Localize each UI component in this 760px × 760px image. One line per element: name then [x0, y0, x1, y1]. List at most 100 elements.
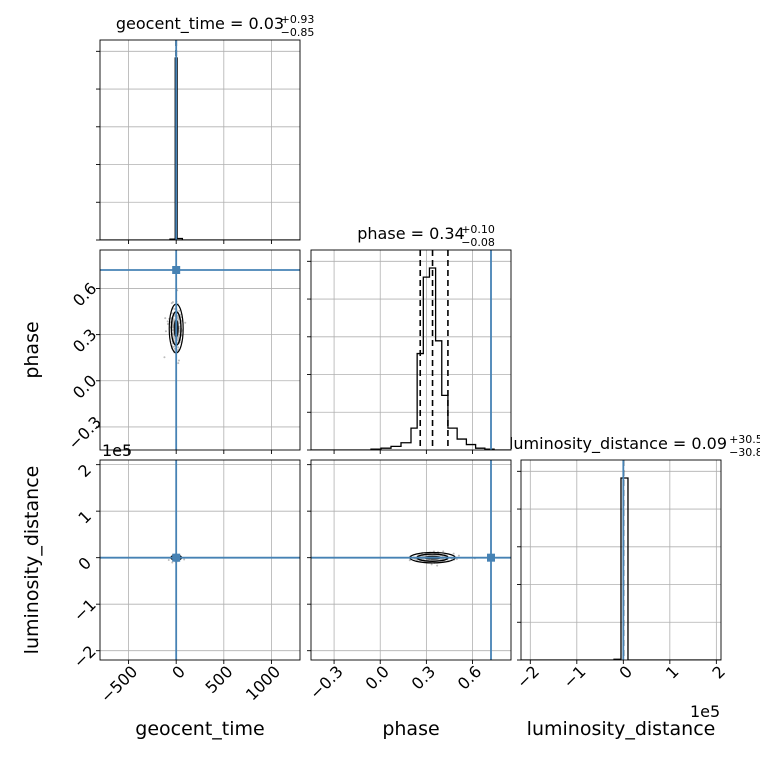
x-ticks	[333, 450, 473, 454]
panel-content	[100, 40, 300, 240]
panel-luminosity_distance-luminosity_distance: luminosity_distance = 0.09+30.58−30.87 −2…	[509, 433, 760, 692]
scatter-point	[177, 362, 180, 365]
title-main: luminosity_distance = 0.09	[509, 434, 727, 454]
y-tick-label: 0.3	[69, 325, 100, 356]
y-ticks	[307, 260, 311, 451]
panel-frame	[310, 249, 512, 451]
histogram-luminosity_distance	[521, 477, 721, 660]
x-tick-label: 0	[615, 662, 636, 683]
title-plus: +30.58	[729, 433, 760, 446]
x-tick-label: −1	[559, 662, 589, 692]
y-tick-label: 2	[74, 460, 95, 481]
scatter-point	[436, 564, 439, 567]
scatter-point	[178, 309, 181, 312]
truth-marker	[172, 266, 181, 274]
panel-luminosity_distance-geocent_time: −500 0 500 1000 −2 −1 0 1 2	[70, 459, 301, 706]
title-minus: −0.85	[281, 26, 315, 39]
panel-content	[100, 460, 300, 660]
x-axis-label-geocent_time: geocent_time	[135, 718, 264, 740]
x-tick-label: 0.6	[454, 662, 485, 693]
panel-frame	[99, 459, 301, 661]
title-plus: +0.93	[281, 13, 315, 26]
panel-frame	[520, 459, 722, 661]
title-plus: +0.10	[461, 223, 495, 236]
y-tick-label: −1	[70, 595, 100, 625]
panels: geocent_time = 0.03+0.93−0.85 −0.3 0.0 0.3 0…	[21, 13, 760, 740]
y-offset-label: 1e5	[102, 441, 132, 460]
title-minus: −30.87	[729, 446, 760, 459]
y-tick-label: −2	[70, 642, 100, 672]
scatter-point	[170, 302, 173, 305]
title-phase: phase = 0.34	[357, 224, 464, 243]
title-luminosity_distance: luminosity_distance = 0.09	[509, 434, 727, 454]
panel-phase-geocent_time: −0.3 0.0 0.3 0.6	[64, 249, 301, 454]
x-axis-label-luminosity_distance: luminosity_distance	[527, 718, 716, 740]
gridlines	[100, 250, 300, 450]
y-ticks: −0.3 0.0 0.3 0.6	[64, 279, 105, 454]
y-tick-label: −0.3	[64, 412, 105, 453]
title-main: geocent_time = 0.03	[116, 14, 284, 34]
scatter-point	[167, 559, 170, 562]
y-tick-label: 0.0	[69, 371, 100, 402]
scatter-point	[452, 552, 455, 555]
gridlines	[311, 250, 511, 450]
x-offset-label: 1e5	[690, 702, 720, 721]
x-tick-label: 0	[168, 662, 189, 683]
panel-frame	[99, 39, 301, 241]
x-axis-label-phase: phase	[382, 718, 439, 740]
scatter-point	[166, 320, 169, 323]
x-ticks: −2 −1 0 1 2	[513, 660, 729, 692]
y-ticks	[517, 470, 521, 661]
panel-phase-phase: phase = 0.34+0.10−0.08	[307, 223, 512, 454]
scatter-point	[179, 313, 182, 316]
gridlines	[100, 460, 300, 660]
scatter-point	[177, 348, 180, 351]
x-tick-label: 0.0	[362, 662, 393, 693]
y-ticks	[307, 464, 311, 652]
y-axis-label-luminosity_distance: luminosity_distance	[21, 466, 43, 655]
title-main: phase = 0.34	[357, 224, 464, 243]
scatter-point	[163, 356, 166, 359]
x-tick-label: 500	[202, 662, 237, 697]
scatter-point	[171, 329, 174, 332]
scatter-point	[183, 558, 186, 561]
title-minus: −0.08	[461, 236, 495, 249]
scatter-point	[172, 318, 175, 321]
scatter-point	[164, 330, 167, 333]
y-tick-label: 0	[74, 553, 95, 574]
scatter-point	[164, 317, 167, 320]
x-tick-label: −2	[513, 662, 543, 692]
panel-luminosity_distance-phase: −0.3 0.0 0.3 0.6	[306, 459, 512, 703]
x-tick-label: −500	[97, 662, 142, 707]
scatter-point	[171, 561, 174, 564]
panel-geocent_time-geocent_time: geocent_time = 0.03+0.93−0.85	[96, 13, 314, 244]
x-tick-label: 1000	[242, 662, 284, 704]
scatter-point	[177, 346, 180, 349]
histogram-geocent_time	[100, 57, 300, 240]
panel-content	[100, 250, 300, 450]
x-ticks	[128, 450, 272, 454]
y-ticks: −2 −1 0 1 2	[70, 460, 100, 672]
panel-frame	[99, 249, 301, 451]
gridlines	[100, 40, 300, 240]
y-ticks	[96, 50, 100, 241]
scatter-point	[166, 323, 169, 326]
scatter-point	[177, 359, 180, 362]
scatter-point	[416, 559, 419, 562]
x-ticks: −500 0 500 1000	[97, 660, 284, 706]
scatter-point	[457, 554, 460, 557]
scatter-point	[184, 321, 187, 324]
x-tick-label: 0.3	[408, 662, 439, 693]
title-geocent_time: geocent_time = 0.03	[116, 14, 284, 34]
panel-frame	[310, 459, 512, 661]
truth-marker	[487, 553, 495, 562]
scatter-point	[172, 333, 175, 336]
panel-content	[311, 460, 511, 660]
x-tick-label: −0.3	[306, 662, 347, 703]
histogram-phase	[311, 267, 511, 450]
scatter-point	[430, 563, 433, 566]
x-ticks	[128, 240, 272, 244]
y-axis-label-phase: phase	[21, 321, 43, 378]
truth-marker	[172, 553, 181, 562]
scatter-point	[455, 558, 458, 561]
